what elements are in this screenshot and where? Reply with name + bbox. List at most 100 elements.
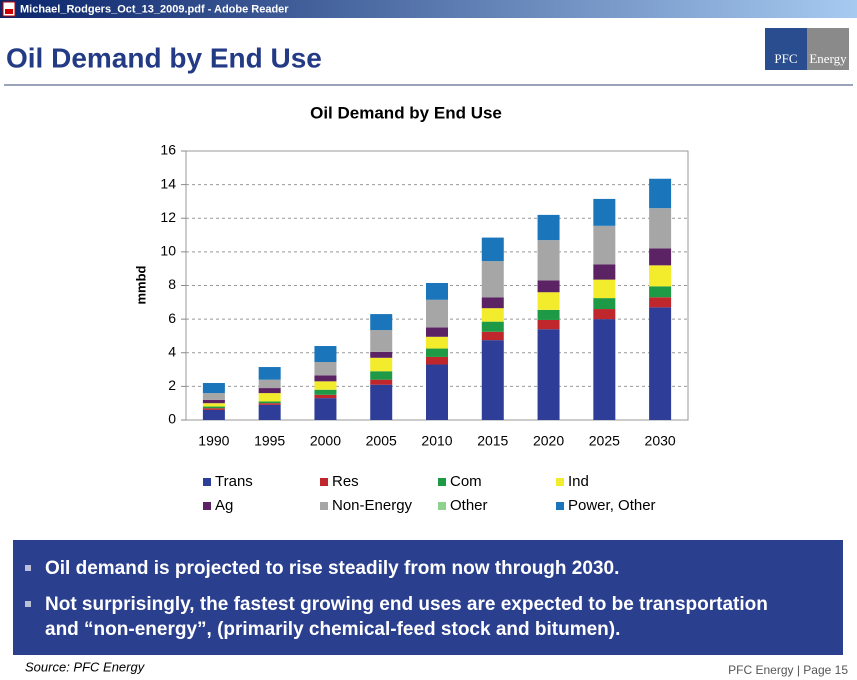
x-tick-label: 2020 bbox=[533, 433, 564, 449]
x-tick-label: 2000 bbox=[310, 433, 341, 449]
legend-swatch bbox=[556, 478, 564, 486]
bar-segment bbox=[314, 361, 337, 376]
logo-text: Energy bbox=[809, 51, 847, 66]
bullet-text: and “non-energy”, (primarily chemical-fe… bbox=[45, 619, 620, 640]
slide-title: Oil Demand by End Use bbox=[6, 42, 322, 73]
legend-label: Power, Other bbox=[568, 497, 656, 514]
bar-segment bbox=[370, 330, 393, 352]
x-tick-label: 2030 bbox=[645, 433, 676, 449]
bar-segment bbox=[314, 389, 337, 395]
bar-segment bbox=[649, 307, 672, 420]
bar-segment bbox=[370, 357, 393, 372]
bar-segment bbox=[258, 393, 281, 402]
bar-segment bbox=[593, 298, 616, 310]
bar-segment bbox=[314, 394, 337, 399]
logo-right bbox=[807, 28, 849, 70]
legend-swatch bbox=[203, 478, 211, 486]
bar-segment bbox=[537, 292, 560, 310]
bar-segment bbox=[649, 265, 672, 287]
x-tick-label: 2025 bbox=[589, 433, 620, 449]
x-tick-label: 2015 bbox=[477, 433, 508, 449]
window-title: Michael_Rodgers_Oct_13_2009.pdf - Adobe … bbox=[20, 3, 289, 15]
legend-swatch bbox=[438, 502, 446, 510]
bar-segment bbox=[314, 375, 337, 382]
legend-label: Trans bbox=[215, 473, 253, 490]
y-tick-label: 2 bbox=[168, 377, 176, 393]
bar-segment bbox=[649, 286, 672, 298]
bar-segment bbox=[202, 393, 225, 400]
bar-segment bbox=[258, 403, 281, 405]
bar-segment bbox=[314, 398, 337, 420]
bar-segment bbox=[481, 308, 504, 322]
bar-segment bbox=[426, 282, 448, 300]
bar-segment bbox=[258, 379, 281, 389]
title-bar bbox=[0, 0, 857, 18]
legend-swatch bbox=[320, 478, 328, 486]
y-tick-label: 14 bbox=[160, 175, 176, 191]
bar-segment bbox=[481, 340, 504, 420]
legend-label: Res bbox=[332, 473, 359, 490]
page-footer: PFC Energy | Page 15 bbox=[728, 663, 848, 677]
legend-swatch bbox=[203, 502, 211, 510]
bar-segment bbox=[593, 309, 616, 320]
bar-segment bbox=[370, 371, 393, 380]
bullet-text: Not surprisingly, the fastest growing en… bbox=[45, 594, 768, 615]
bar-segment bbox=[202, 409, 225, 420]
bar-segment bbox=[537, 280, 560, 293]
bar-segment bbox=[593, 264, 616, 280]
legend-swatch bbox=[556, 502, 564, 510]
bar-segment bbox=[593, 279, 616, 299]
bar-segment bbox=[258, 388, 281, 394]
logo-text: PFC bbox=[774, 51, 797, 66]
legend-swatch bbox=[320, 502, 328, 510]
bar-segment bbox=[370, 314, 393, 331]
bar-segment bbox=[481, 237, 504, 262]
bullet-marker bbox=[25, 565, 31, 571]
legend-label: Non-Energy bbox=[332, 497, 413, 514]
bar-segment bbox=[202, 406, 225, 409]
bar-segment bbox=[649, 297, 672, 308]
bar-segment bbox=[202, 403, 225, 407]
bullet-box bbox=[13, 540, 843, 655]
bar-segment bbox=[314, 381, 337, 390]
legend-label: Ind bbox=[568, 473, 589, 490]
bar-segment bbox=[481, 261, 504, 298]
legend-label: Com bbox=[450, 473, 482, 490]
bullet-marker bbox=[25, 601, 31, 607]
y-tick-label: 12 bbox=[160, 209, 176, 225]
bar-segment bbox=[426, 299, 448, 328]
bar-segment bbox=[537, 329, 560, 420]
bar-segment bbox=[481, 321, 504, 332]
bar-segment bbox=[258, 401, 281, 404]
bar-segment bbox=[426, 348, 448, 357]
y-tick-label: 10 bbox=[160, 243, 176, 259]
y-tick-label: 8 bbox=[168, 276, 176, 292]
bar-segment bbox=[537, 214, 560, 241]
bar-segment bbox=[202, 383, 225, 394]
bar-segment bbox=[593, 319, 616, 420]
legend-label: Ag bbox=[215, 497, 233, 514]
bar-segment bbox=[370, 351, 393, 358]
y-axis-label: mmbd bbox=[133, 265, 148, 304]
bar-segment bbox=[593, 198, 616, 226]
bar-segment bbox=[481, 297, 504, 309]
bar-segment bbox=[593, 225, 616, 265]
bar-segment bbox=[649, 248, 672, 266]
x-tick-label: 2005 bbox=[366, 433, 397, 449]
logo-left bbox=[765, 28, 807, 70]
bar-segment bbox=[258, 367, 281, 380]
source-note: Source: PFC Energy bbox=[25, 659, 146, 674]
x-tick-label: 1990 bbox=[198, 433, 229, 449]
bar-segment bbox=[649, 208, 672, 249]
bar-segment bbox=[481, 331, 504, 341]
y-tick-label: 6 bbox=[168, 310, 176, 326]
bar-segment bbox=[537, 309, 560, 320]
chart-title: Oil Demand by End Use bbox=[310, 103, 502, 122]
bar-segment bbox=[258, 404, 281, 420]
chart: 0 2 4 6 8 10 12 14 16 1990 1995 2000 2005 2010 2015 202… bbox=[160, 142, 688, 514]
bar-segment bbox=[537, 319, 560, 330]
bar-segment bbox=[202, 399, 225, 404]
bar-segment bbox=[314, 346, 337, 362]
y-tick-label: 4 bbox=[168, 343, 176, 359]
